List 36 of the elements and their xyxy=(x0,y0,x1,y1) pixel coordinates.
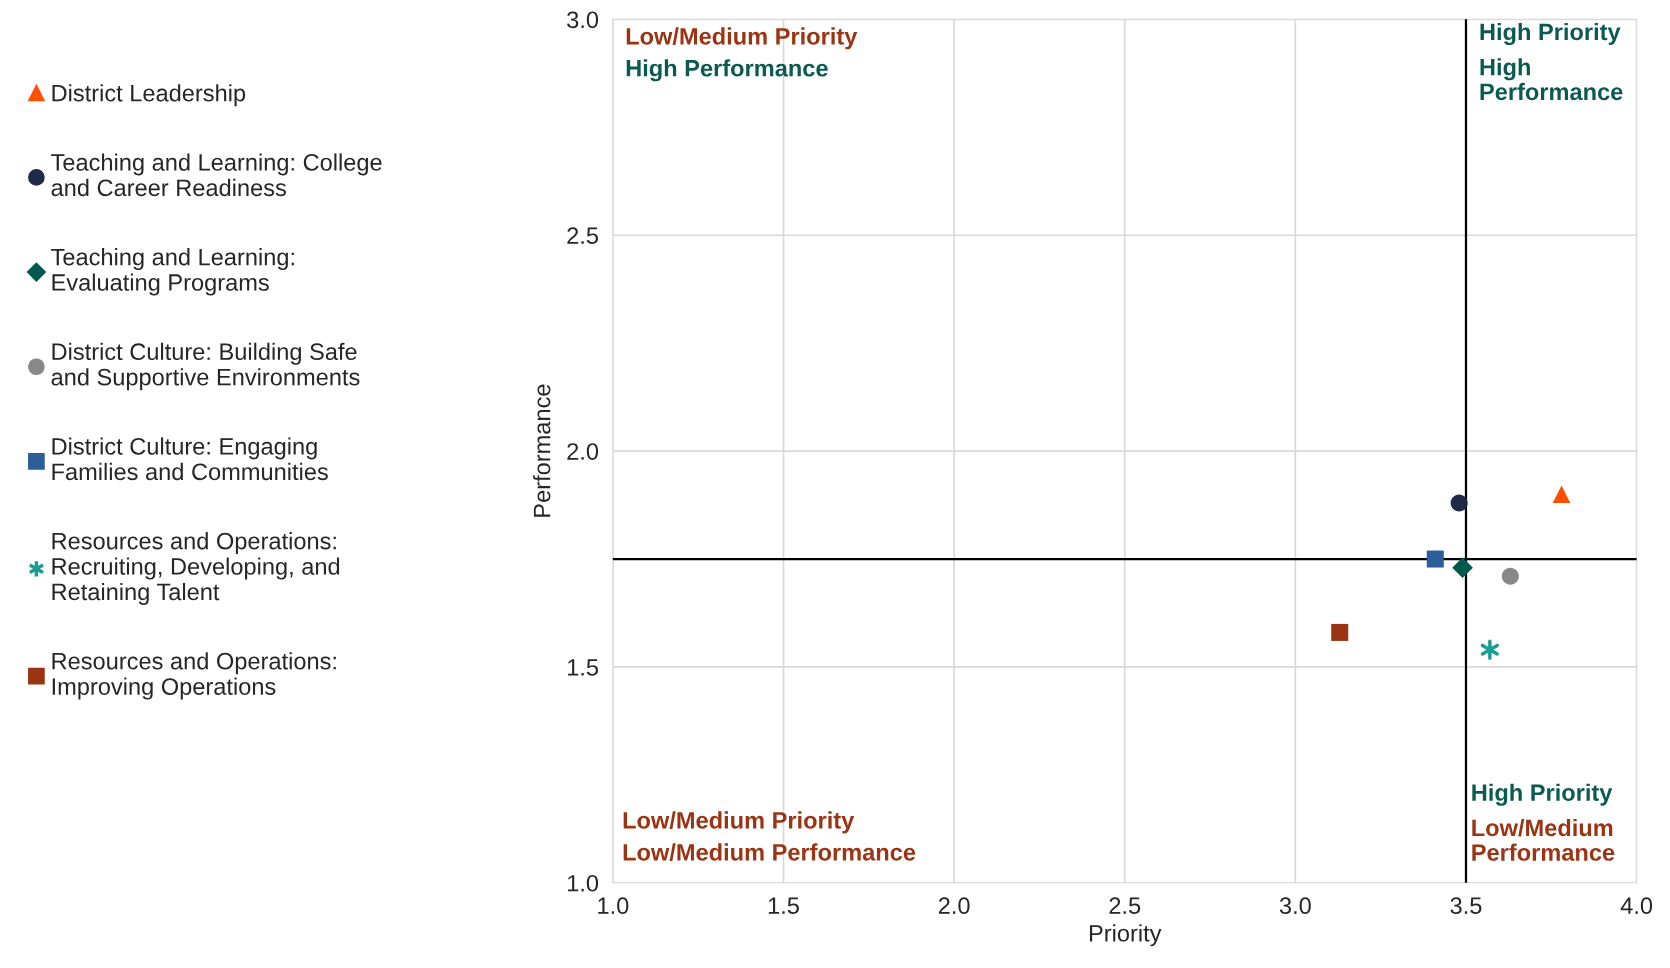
annotation: High Priority xyxy=(1472,783,1613,806)
x-tick-label: 3.0 xyxy=(1279,897,1311,915)
point xyxy=(1552,485,1571,504)
annotation: Low/Medium Performance xyxy=(623,843,916,861)
point xyxy=(1501,567,1519,585)
y-tick-label: 2.5 xyxy=(567,227,599,245)
point xyxy=(1452,557,1473,578)
annotation: High Performance xyxy=(626,59,828,82)
y-tick-label: 3.0 xyxy=(567,11,599,29)
x-axis-title: Priority xyxy=(1089,924,1162,947)
legend-label: Teaching and Learning: College and Career Readiness xyxy=(51,153,382,197)
x-tick-label: 1.5 xyxy=(768,897,799,915)
point xyxy=(1450,494,1468,512)
legend-label: Resources and Operations: Recruiting, Developing, and Retaining Talent xyxy=(52,532,340,605)
x-tick-label: 1.0 xyxy=(598,897,629,915)
point xyxy=(1331,623,1349,641)
x-tick-label: 3.5 xyxy=(1450,897,1482,915)
x-tick-label: 4.0 xyxy=(1620,897,1653,915)
legend-label: Teaching and Learning: Evaluating Programs xyxy=(51,248,294,296)
x-tick-label: 2.5 xyxy=(1109,897,1141,915)
annotation: Low/Medium Priority xyxy=(626,27,858,50)
legend-label: District Leadership xyxy=(52,84,246,107)
point xyxy=(1426,550,1444,568)
legend-label: Resources and Operations: Improving Operations xyxy=(52,652,336,700)
y-tick-label: 1.0 xyxy=(567,874,599,892)
legend-label: District Culture: Engaging Families and Communities xyxy=(52,437,328,481)
y-tick-label: 1.5 xyxy=(567,659,599,676)
annotation: Low/Medium Priority xyxy=(623,811,855,834)
legend-label: District Culture: Building Safe and Supportive Environments xyxy=(51,342,360,391)
annotation: High Performance xyxy=(1480,58,1623,101)
y-tick-label: 2.0 xyxy=(567,443,599,460)
point xyxy=(1480,639,1499,660)
annotation: High Priority xyxy=(1480,22,1621,46)
y-axis-title: Performance xyxy=(533,384,551,517)
x-tick-label: 2.0 xyxy=(938,897,970,915)
annotation: Low/Medium Performance xyxy=(1472,818,1615,861)
